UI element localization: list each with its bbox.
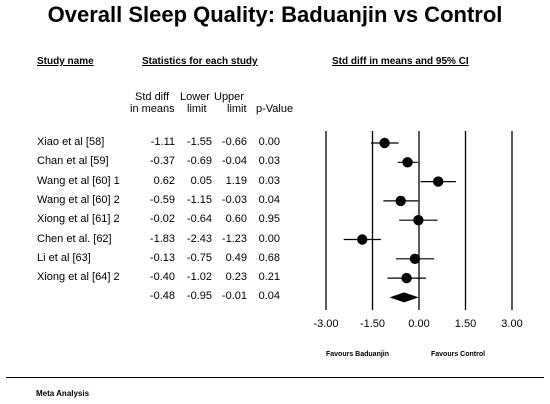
favours-left-label: Favours Baduanjin xyxy=(326,351,390,358)
study-lower-value: -2.43 xyxy=(186,232,212,245)
x-tick-label: -1.50 xyxy=(359,318,386,330)
study-smd-value: -0.13 xyxy=(149,251,175,264)
lower-header-line1: Lower xyxy=(180,91,210,103)
effect-point xyxy=(409,253,421,264)
p-value-header: p-Value xyxy=(256,103,294,115)
std-diff-header-line2: in means xyxy=(130,103,175,115)
std-diff-header-line1: Std diff xyxy=(135,91,170,103)
study-p-value: 0.03 xyxy=(258,155,280,168)
study-p-value: 0.04 xyxy=(258,193,280,206)
study-p-value: 0.03 xyxy=(258,174,280,187)
study-upper-value: 0.23 xyxy=(225,271,247,284)
study-p-value: 0.68 xyxy=(258,251,280,264)
study-name: Xiong et al [61] 2 xyxy=(37,213,120,226)
effect-point xyxy=(433,176,444,187)
study-p-value: 0.21 xyxy=(258,271,280,284)
upper-header-line1: Upper xyxy=(214,91,244,103)
study-lower-value: -1.02 xyxy=(186,271,212,284)
footer-divider xyxy=(6,377,544,378)
study-smd-value: -1.83 xyxy=(149,232,175,245)
effect-point xyxy=(413,215,424,226)
study-lower-value: 0.05 xyxy=(190,174,212,187)
chart-title: Overall Sleep Quality: Baduanjin vs Cont… xyxy=(47,2,503,27)
study-name: Chan et al [59] xyxy=(37,155,109,168)
favours-right-label: Favours Control xyxy=(431,351,486,358)
study-upper-value: -0.66 xyxy=(221,136,247,148)
lower-header-line2: limit xyxy=(187,103,207,115)
effect-point xyxy=(379,137,390,149)
footer-label: Meta Analysis xyxy=(36,389,90,398)
study-p-value: 0.00 xyxy=(258,136,280,148)
x-tick-label: -3.00 xyxy=(313,318,339,330)
study-name: Xiao et al [58] xyxy=(37,136,105,148)
study-name: Xiong et al [64] 2 xyxy=(37,271,120,284)
effect-point xyxy=(401,272,412,284)
study-p-value: 0.95 xyxy=(258,213,280,226)
x-tick-label: 3.00 xyxy=(501,318,523,330)
pooled-effect-diamond xyxy=(389,292,419,303)
effect-point xyxy=(402,157,413,168)
pooled-upper-value: -0.01 xyxy=(221,290,247,303)
study-smd-value: -1.11 xyxy=(150,136,175,148)
pooled-p-value: 0.04 xyxy=(258,290,280,303)
study-smd-value: -0.59 xyxy=(149,193,175,206)
study-upper-value: 1.19 xyxy=(225,174,247,187)
pooled-lower-value: -0.95 xyxy=(186,290,212,303)
study-upper-value: -0.03 xyxy=(221,193,247,206)
study-upper-value: -1.23 xyxy=(221,232,247,245)
study-name: Chen et al. [62] xyxy=(37,232,112,245)
statistics-header: Statistics for each study xyxy=(142,56,258,67)
study-upper-value: 0.49 xyxy=(225,251,247,264)
upper-header-line2: limit xyxy=(227,103,247,115)
study-smd-value: -0.40 xyxy=(149,271,175,284)
study-lower-value: -1.15 xyxy=(186,193,212,206)
ci-header: Std diff in means and 95% CI xyxy=(332,56,469,67)
study-name: Wang et al [60] 1 xyxy=(37,174,120,187)
study-smd-value: -0.02 xyxy=(149,213,175,226)
study-lower-value: -0.75 xyxy=(186,251,212,264)
study-lower-value: -0.64 xyxy=(186,213,212,226)
study-smd-value: 0.62 xyxy=(153,174,175,187)
x-tick-label: 1.50 xyxy=(454,318,477,330)
study-upper-value: -0.04 xyxy=(221,155,247,168)
effect-point xyxy=(395,195,406,207)
study-name-header: Study name xyxy=(37,56,94,67)
effect-point xyxy=(357,234,368,245)
x-tick-label: 0.00 xyxy=(408,318,430,330)
study-smd-value: -0.37 xyxy=(149,155,175,168)
study-lower-value: -1.55 xyxy=(186,136,212,148)
study-name: Li et al [63] xyxy=(37,251,91,264)
study-p-value: 0.00 xyxy=(258,232,280,245)
study-upper-value: 0.60 xyxy=(225,213,247,226)
pooled-smd-value: -0.48 xyxy=(149,290,175,303)
study-lower-value: -0.69 xyxy=(186,155,212,168)
study-name: Wang et al [60] 2 xyxy=(37,193,120,206)
